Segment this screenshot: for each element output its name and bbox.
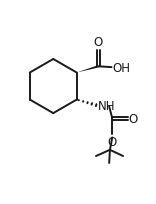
Text: OH: OH [112, 61, 130, 74]
Text: NH: NH [98, 100, 116, 113]
Text: O: O [94, 36, 103, 49]
Text: O: O [128, 112, 138, 125]
Text: O: O [108, 136, 117, 149]
Polygon shape [77, 66, 99, 73]
